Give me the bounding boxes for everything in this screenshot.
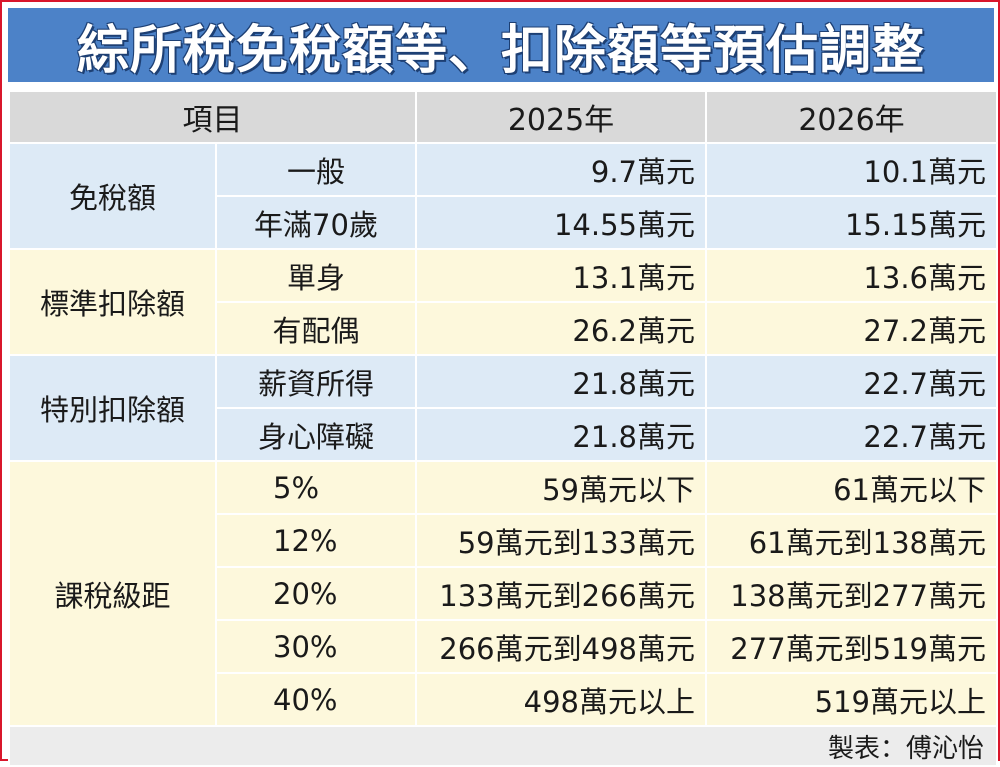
table-row: 標準扣除額 單身 13.1萬元 13.6萬元 xyxy=(8,248,998,356)
category-special-deduction: 特別扣除額 xyxy=(8,354,217,462)
rate-label: 20% xyxy=(215,566,417,621)
footer-row: 製表：傅沁怡 xyxy=(8,725,998,767)
page-title: 綜所稅免稅額等、扣除額等預估調整 xyxy=(76,20,925,81)
value-2026: 138萬元到277萬元 xyxy=(705,566,998,621)
value-2025: 59萬元以下 xyxy=(415,460,707,515)
value-2026: 22.7萬元 xyxy=(705,354,998,409)
header-item: 項目 xyxy=(8,90,417,144)
value-2025: 9.7萬元 xyxy=(415,142,707,197)
table-row: 年滿70歲 14.55萬元 15.15萬元 xyxy=(9,195,998,250)
table-row: 20% 133萬元到266萬元 138萬元到277萬元 xyxy=(9,566,998,621)
value-2025: 498萬元以上 xyxy=(415,672,707,727)
category-tax-bracket: 課稅級距 xyxy=(8,460,217,727)
tax-adjustment-table: 項目 2025年 2026年 免稅額 一般 9.7萬元 10.1萬元 年滿70歲… xyxy=(8,90,998,767)
value-2026: 61萬元以下 xyxy=(705,460,998,515)
value-2025: 266萬元到498萬元 xyxy=(415,619,707,674)
sub-label: 年滿70歲 xyxy=(215,195,417,250)
table-row: 特別扣除額 薪資所得 21.8萬元 22.7萬元 xyxy=(8,354,998,462)
value-2026: 61萬元到138萬元 xyxy=(705,513,998,568)
value-2026: 13.6萬元 xyxy=(705,248,998,303)
table-row: 免稅額 一般 9.7萬元 10.1萬元 xyxy=(8,142,998,250)
value-2026: 519萬元以上 xyxy=(705,672,998,727)
table-row: 40% 498萬元以上 519萬元以上 xyxy=(9,672,998,727)
credit-line: 製表：傅沁怡 xyxy=(8,725,998,767)
header-2025: 2025年 xyxy=(415,90,707,144)
category-standard-deduction: 標準扣除額 xyxy=(8,248,217,356)
table-row: 有配偶 26.2萬元 27.2萬元 xyxy=(9,301,998,356)
sub-label: 有配偶 xyxy=(215,301,417,356)
value-2025: 13.1萬元 xyxy=(415,248,707,303)
table-row: 12% 59萬元到133萬元 61萬元到138萬元 xyxy=(9,513,998,568)
header-row: 項目 2025年 2026年 xyxy=(8,90,998,144)
value-2026: 10.1萬元 xyxy=(705,142,998,197)
value-2025: 21.8萬元 xyxy=(415,354,707,409)
value-2025: 21.8萬元 xyxy=(415,407,707,462)
sub-label: 身心障礙 xyxy=(215,407,417,462)
table-row: 身心障礙 21.8萬元 22.7萬元 xyxy=(9,407,998,462)
sub-label: 薪資所得 xyxy=(215,354,417,409)
rate-label: 5% xyxy=(215,460,417,515)
value-2025: 133萬元到266萬元 xyxy=(415,566,707,621)
sub-label: 一般 xyxy=(215,142,417,197)
rate-label: 12% xyxy=(215,513,417,568)
value-2025: 26.2萬元 xyxy=(415,301,707,356)
header-2026: 2026年 xyxy=(705,90,998,144)
rate-label: 30% xyxy=(215,619,417,674)
value-2026: 277萬元到519萬元 xyxy=(705,619,998,674)
value-2026: 15.15萬元 xyxy=(705,195,998,250)
value-2026: 27.2萬元 xyxy=(705,301,998,356)
table-row: 課稅級距 5% 59萬元以下 61萬元以下 xyxy=(8,460,998,727)
table-row: 30% 266萬元到498萬元 277萬元到519萬元 xyxy=(9,619,998,674)
title-banner: 綜所稅免稅額等、扣除額等預估調整 xyxy=(8,8,994,82)
value-2025: 14.55萬元 xyxy=(415,195,707,250)
category-exemption: 免稅額 xyxy=(8,142,217,250)
value-2025: 59萬元到133萬元 xyxy=(415,513,707,568)
value-2026: 22.7萬元 xyxy=(705,407,998,462)
rate-label: 40% xyxy=(215,672,417,727)
sub-label: 單身 xyxy=(215,248,417,303)
